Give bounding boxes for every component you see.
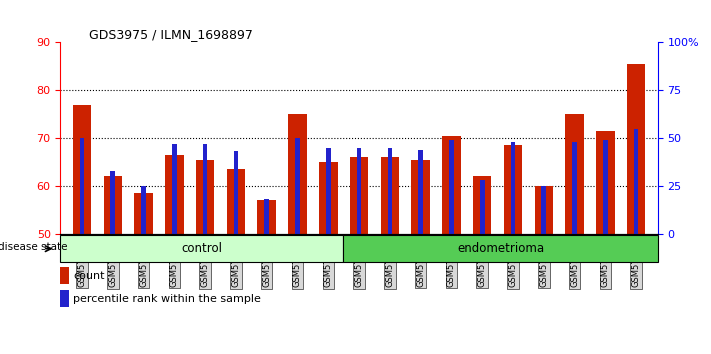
Bar bbox=[572, 142, 577, 234]
Bar bbox=[535, 186, 553, 234]
Bar bbox=[326, 148, 331, 234]
Bar bbox=[134, 193, 153, 234]
Bar bbox=[172, 144, 176, 234]
Bar bbox=[473, 176, 491, 234]
Bar bbox=[257, 200, 276, 234]
Text: count: count bbox=[73, 271, 105, 281]
Bar bbox=[357, 148, 361, 234]
Bar bbox=[343, 235, 658, 262]
Bar bbox=[510, 142, 515, 234]
Text: endometrioma: endometrioma bbox=[457, 242, 544, 255]
Bar bbox=[288, 114, 306, 234]
Bar bbox=[627, 64, 646, 234]
Bar bbox=[380, 157, 399, 234]
Bar bbox=[60, 235, 343, 262]
Text: GDS3975 / ILMN_1698897: GDS3975 / ILMN_1698897 bbox=[89, 28, 252, 41]
Bar bbox=[387, 148, 392, 234]
Bar bbox=[104, 176, 122, 234]
Bar bbox=[110, 171, 115, 234]
Bar bbox=[542, 186, 546, 234]
Bar bbox=[234, 152, 238, 234]
Bar bbox=[442, 136, 461, 234]
Bar bbox=[504, 145, 522, 234]
Bar bbox=[634, 129, 638, 234]
Bar bbox=[295, 138, 300, 234]
Bar bbox=[603, 140, 608, 234]
Bar bbox=[480, 180, 484, 234]
Bar bbox=[449, 140, 454, 234]
Bar bbox=[319, 162, 338, 234]
Bar bbox=[350, 157, 368, 234]
Bar bbox=[80, 138, 85, 234]
Bar bbox=[73, 105, 91, 234]
Bar bbox=[165, 155, 183, 234]
Text: percentile rank within the sample: percentile rank within the sample bbox=[73, 294, 261, 304]
Bar bbox=[141, 186, 146, 234]
Bar bbox=[227, 169, 245, 234]
Bar bbox=[203, 144, 208, 234]
Text: disease state: disease state bbox=[0, 242, 68, 252]
Bar bbox=[60, 290, 70, 307]
Bar bbox=[264, 199, 269, 234]
Bar bbox=[412, 160, 430, 234]
Bar bbox=[596, 131, 614, 234]
Bar bbox=[418, 149, 423, 234]
Bar bbox=[196, 160, 214, 234]
Bar bbox=[60, 267, 70, 285]
Bar bbox=[565, 114, 584, 234]
Text: control: control bbox=[181, 242, 223, 255]
